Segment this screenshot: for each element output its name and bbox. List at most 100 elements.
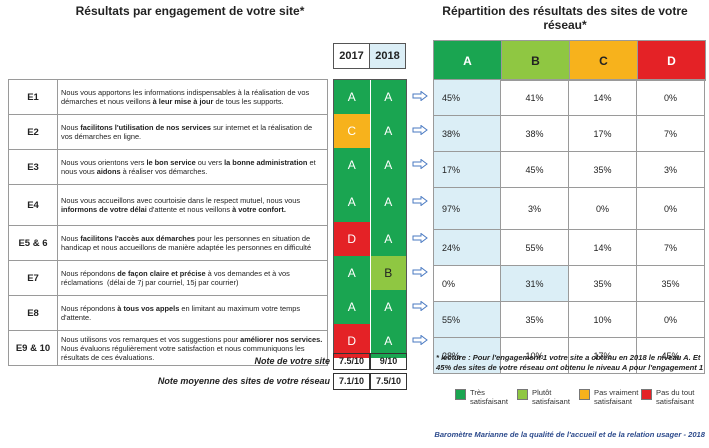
dist-cell-c: 0% — [568, 187, 637, 230]
grade-2017: A — [334, 80, 371, 115]
note-site-2018: 9/10 — [370, 353, 407, 370]
footer-source: Baromètre Marianne de la qualité de l'ac… — [434, 430, 705, 439]
dist-cell-d: 3% — [636, 151, 705, 188]
arrow-right-icon — [412, 221, 428, 255]
dist-header-b: B — [501, 40, 570, 81]
arrow-right-icon — [412, 289, 428, 323]
legend-label-line2: satisfaisant — [470, 397, 508, 406]
legend-item: Plutôt satisfaisant — [517, 388, 570, 406]
grade-2017: A — [334, 290, 371, 325]
right-title-line2: réseau* — [543, 18, 587, 32]
dist-cell-c: 10% — [568, 301, 637, 338]
table-row: E7 Nous répondons de façon claire et préc… — [8, 260, 328, 296]
distribution-row: 17% 45% 35% 3% — [433, 151, 705, 188]
grade-2018: A — [370, 290, 406, 325]
year-2018-header: 2018 — [369, 43, 406, 69]
distribution-row: 38% 38% 17% 7% — [433, 115, 705, 152]
dist-cell-b: 41% — [500, 79, 569, 116]
arrows-column — [412, 79, 428, 357]
engagement-description: Nous utilisons vos remarques et vos sugg… — [57, 330, 328, 366]
dist-cell-d: 35% — [636, 265, 705, 302]
year-2017-header: 2017 — [333, 43, 369, 69]
dist-cell-b: 3% — [500, 187, 569, 230]
left-title: Résultats par engagement de votre site* — [75, 4, 305, 18]
table-row: E8 Nous répondons à tous vos appels en li… — [8, 295, 328, 331]
grade-2017: A — [334, 182, 371, 223]
arrow-right-icon — [412, 255, 428, 289]
engagement-code: E9 & 10 — [8, 330, 58, 366]
right-title-line1: Répartition des résultats des sites de v… — [442, 4, 688, 18]
dist-cell-b: 38% — [500, 115, 569, 152]
engagement-description: Nous facilitons l'accès aux démarches po… — [57, 225, 328, 261]
dist-cell-b: 45% — [500, 151, 569, 188]
engagement-description: Nous vous orientons vers le bon service … — [57, 149, 328, 185]
dist-header-d: D — [637, 40, 706, 81]
dist-cell-d: 0% — [636, 79, 705, 116]
engagement-description: Nous facilitons l'utilisation de nos ser… — [57, 114, 328, 150]
dist-cell-d: 0% — [636, 301, 705, 338]
engagements-table: E1 Nous vous apportons les informations i… — [8, 79, 328, 366]
right-title: Répartition des résultats des sites de v… — [420, 4, 709, 32]
dist-cell-a: 0% — [433, 265, 501, 302]
legend: Très satisfaisant Plutôt satisfaisant Pas vr… — [455, 388, 705, 414]
grade-2017: D — [334, 222, 371, 257]
distribution-row: 97% 3% 0% 0% — [433, 187, 705, 230]
engagement-code: E7 — [8, 260, 58, 296]
dist-header-c: C — [569, 40, 638, 81]
engagement-description: Nous répondons à tous vos appels en limi… — [57, 295, 328, 331]
dist-header-a: A — [433, 40, 502, 81]
legend-label-line1: Pas vraiment — [594, 388, 639, 397]
table-row: E5 & 6 Nous facilitons l'accès aux démarc… — [8, 225, 328, 261]
dist-cell-d: 45% — [636, 337, 705, 374]
legend-item: Pas du tout satisfaisant — [641, 388, 694, 406]
grade-2018: A — [370, 182, 406, 223]
distribution-row: 0% 31% 35% 35% — [433, 265, 705, 302]
table-row: E2 Nous facilitons l'utilisation de nos s… — [8, 114, 328, 150]
legend-swatch — [455, 389, 466, 400]
table-row: E9 & 10 Nous utilisons vos remarques et v… — [8, 330, 328, 366]
legend-label-line1: Plutôt — [532, 388, 552, 397]
dist-cell-b: 55% — [500, 229, 569, 266]
legend-label-line2: satisfaisant — [532, 397, 570, 406]
dist-cell-c: 35% — [568, 151, 637, 188]
legend-item: Pas vraiment satisfaisant — [579, 388, 638, 406]
table-row: E4 Nous vous accueillons avec courtoisie … — [8, 184, 328, 226]
arrow-right-icon — [412, 113, 428, 147]
legend-label: Pas du tout satisfaisant — [656, 388, 694, 406]
legend-swatch — [641, 389, 652, 400]
distribution-row: 45% 41% 14% 0% — [433, 79, 705, 116]
legend-label: Plutôt satisfaisant — [532, 388, 570, 406]
dist-cell-d: 0% — [636, 187, 705, 230]
engagement-code: E4 — [8, 184, 58, 226]
grade-2018: B — [370, 256, 406, 291]
grade-2018: A — [370, 114, 406, 149]
engagement-description: Nous vous accueillons avec courtoisie da… — [57, 184, 328, 226]
grade-2018: A — [370, 80, 406, 115]
engagement-description: Nous vous apportons les informations ind… — [57, 79, 328, 115]
grade-2018: A — [370, 148, 406, 183]
engagement-code: E2 — [8, 114, 58, 150]
dist-cell-c: 17% — [568, 115, 637, 152]
legend-item: Très satisfaisant — [455, 388, 508, 406]
engagement-code: E8 — [8, 295, 58, 331]
dist-cell-c: 35% — [568, 265, 637, 302]
distribution-table: 45% 41% 14% 0% 38% 38% 17% 7% 17% 45% 35% 3% 97% 3% 0%… — [433, 79, 705, 374]
dist-cell-a: 45% — [433, 79, 501, 116]
grade-2018: A — [370, 222, 406, 257]
dist-cell-a: 38% — [433, 115, 501, 152]
dist-cell-a: 24% — [433, 229, 501, 266]
grade-2017: A — [334, 148, 371, 183]
legend-label-line1: Pas du tout — [656, 388, 695, 397]
arrow-right-icon — [412, 79, 428, 113]
dist-cell-d: 7% — [636, 229, 705, 266]
distribution-row: 24% 55% 14% 7% — [433, 229, 705, 266]
dist-cell-c: 14% — [568, 229, 637, 266]
legend-swatch — [579, 389, 590, 400]
dist-cell-d: 7% — [636, 115, 705, 152]
